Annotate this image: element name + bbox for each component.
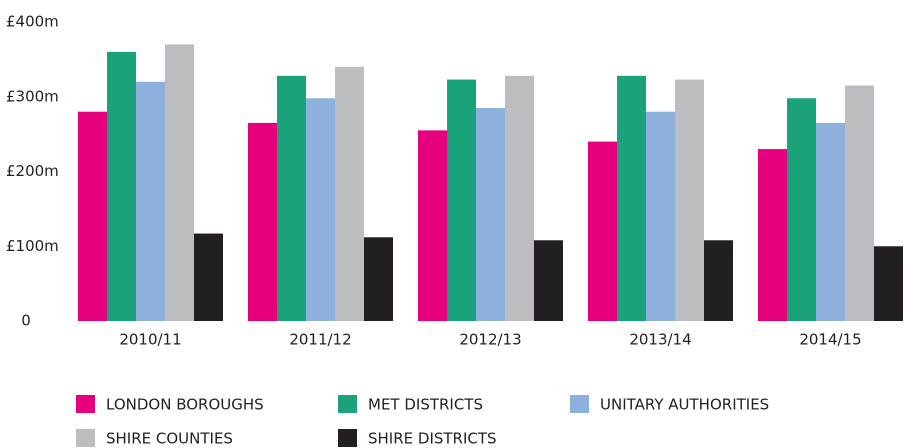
bar (248, 122, 277, 321)
bar (845, 85, 874, 321)
y-tick-label: £100m (6, 237, 59, 255)
y-tick-label: £200m (6, 162, 59, 180)
legend-label: MET DISTRICTS (368, 396, 483, 414)
bar (534, 240, 563, 321)
bar (447, 79, 476, 322)
legend-label: UNITARY AUTHORITIES (600, 396, 769, 414)
bar (646, 111, 675, 321)
x-tick-label: 2012/13 (459, 331, 521, 349)
legend-swatch (76, 395, 95, 413)
bar (136, 81, 165, 321)
x-tick-label: 2013/14 (629, 331, 691, 349)
bar (704, 240, 733, 321)
bar (874, 246, 903, 321)
bar (758, 149, 787, 321)
bar (306, 98, 335, 322)
y-tick-label: £300m (6, 87, 59, 105)
bar (335, 66, 364, 321)
bar (165, 44, 194, 322)
bar (505, 75, 534, 321)
legend-label: SHIRE COUNTIES (106, 430, 233, 448)
legend-swatch (76, 429, 95, 447)
bar (194, 233, 223, 321)
bar (277, 75, 306, 321)
x-tick-label: 2011/12 (289, 331, 351, 349)
legend-label: SHIRE DISTRICTS (368, 430, 497, 448)
bar (418, 130, 447, 321)
legend-swatch (338, 395, 357, 413)
bar (364, 237, 393, 321)
bar (78, 111, 107, 321)
y-tick-label: £400m (6, 13, 59, 31)
legend-swatch (338, 429, 357, 447)
x-tick-label: 2014/15 (799, 331, 861, 349)
legend-swatch (570, 395, 589, 413)
bar (107, 51, 136, 322)
y-tick-label: 0 (21, 312, 31, 330)
bar (675, 79, 704, 322)
bar (816, 122, 845, 321)
bar (787, 98, 816, 322)
bar (588, 141, 617, 321)
bar (617, 75, 646, 321)
bar (476, 107, 505, 322)
legend-label: LONDON BOROUGHS (106, 396, 264, 414)
x-tick-label: 2010/11 (119, 331, 181, 349)
